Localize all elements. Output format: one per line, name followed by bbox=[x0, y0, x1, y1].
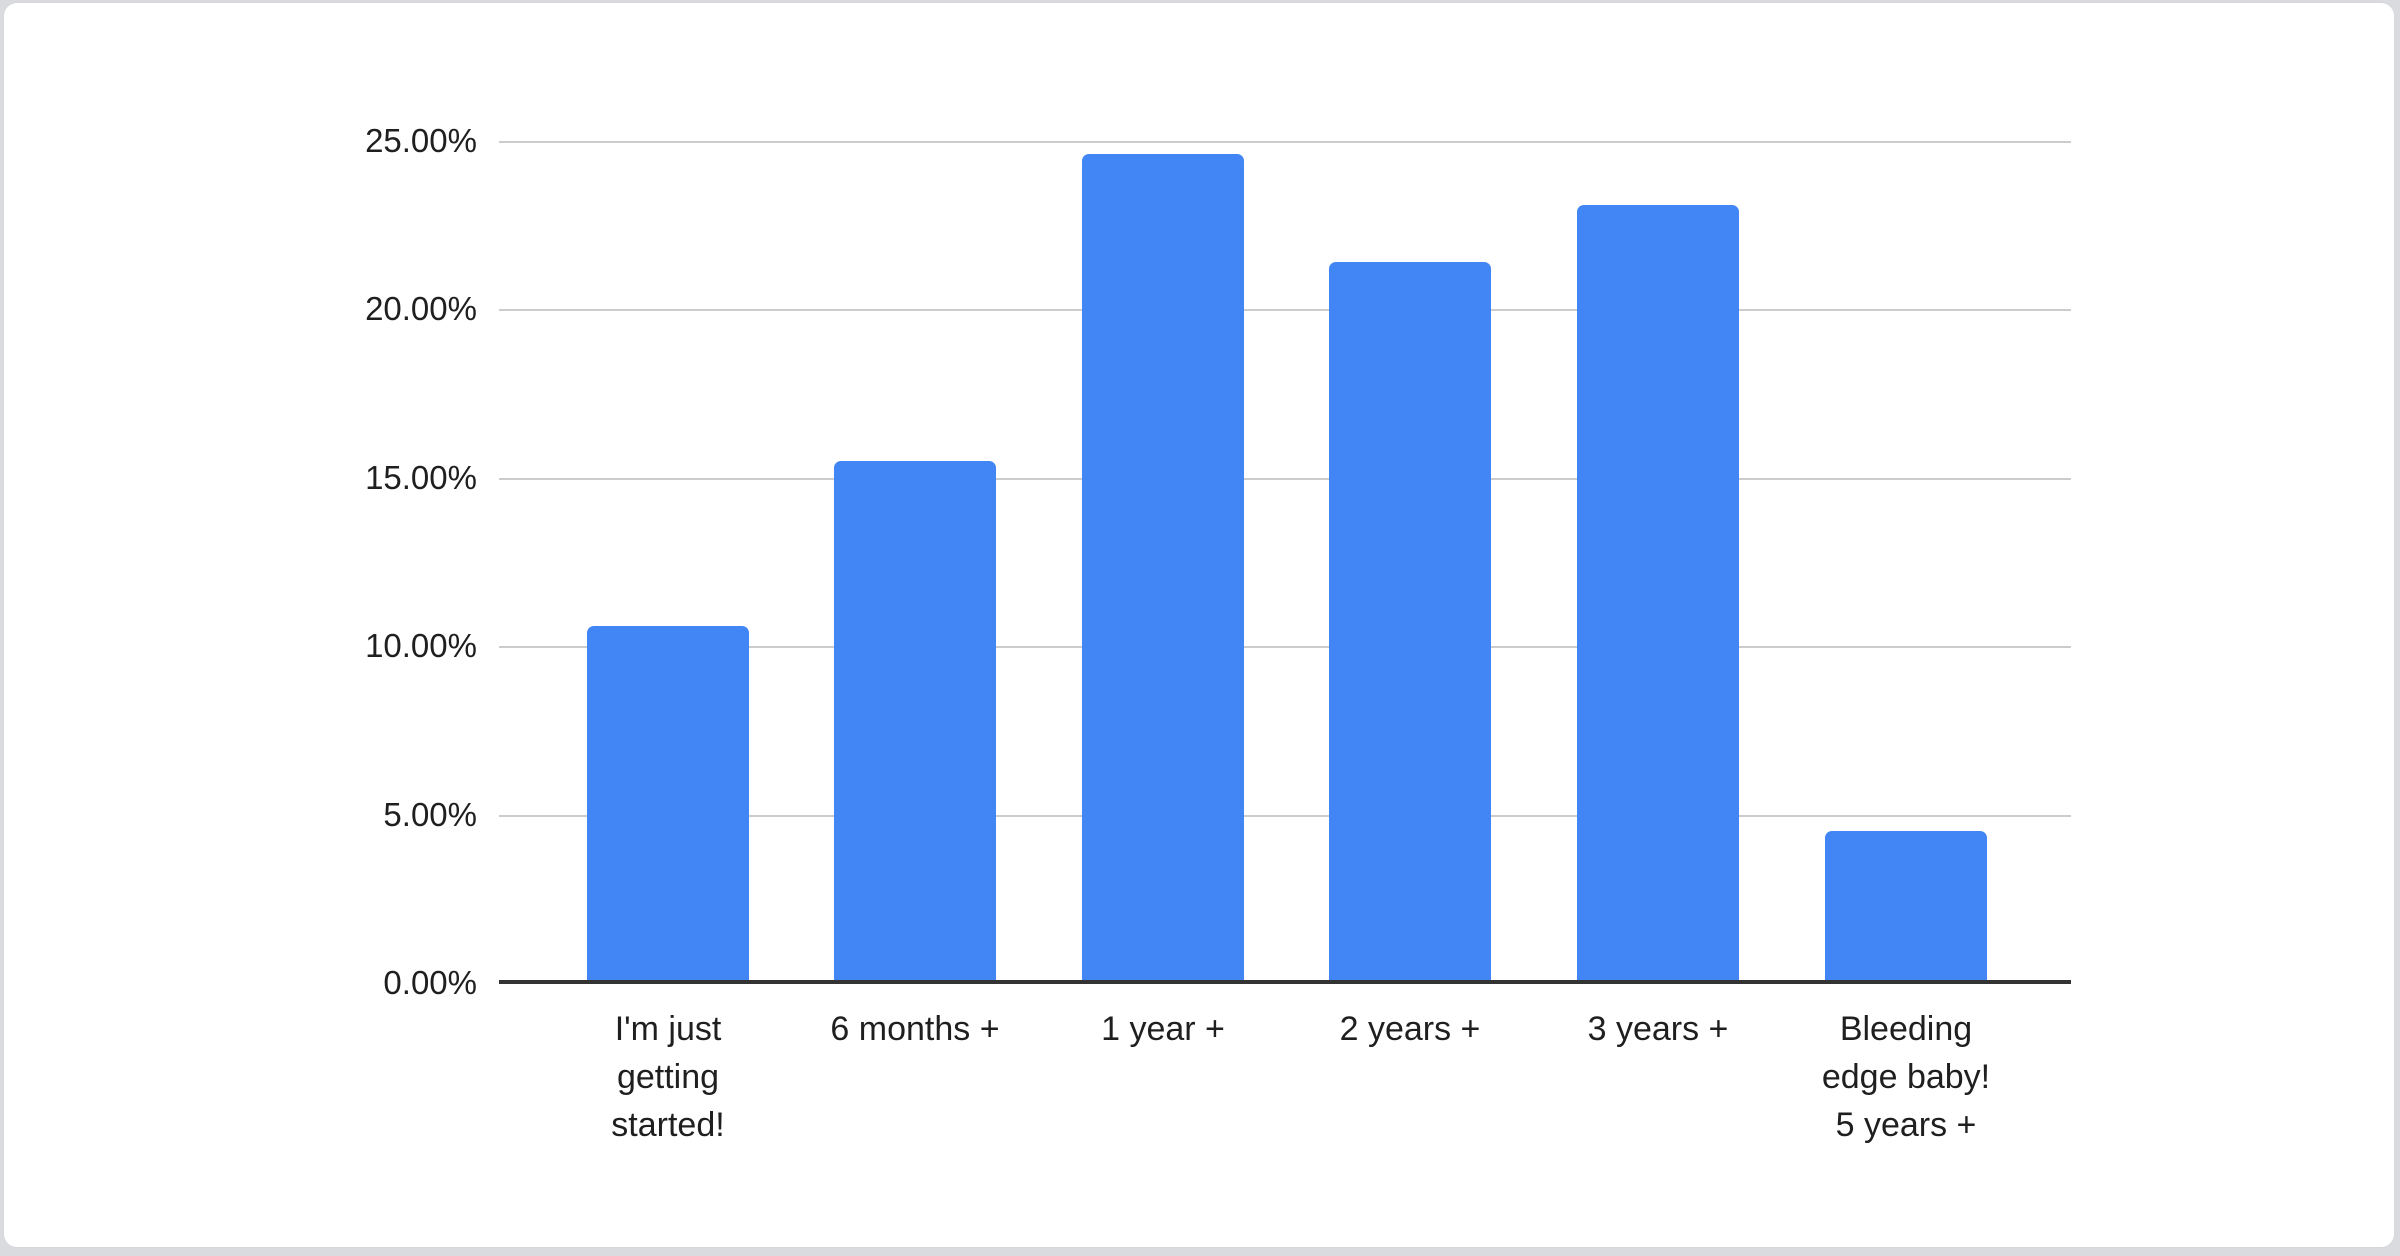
gridline-15-percent bbox=[499, 478, 2071, 480]
bar-4 bbox=[1329, 262, 1491, 983]
gridline-5-percent bbox=[499, 815, 2071, 817]
x-axis-category-label-line: 1 year + bbox=[1101, 1010, 1225, 1048]
y-axis-tick-label: 15.00% bbox=[365, 459, 477, 496]
x-axis-line bbox=[499, 980, 2071, 984]
x-axis-category-label-line: started! bbox=[611, 1106, 725, 1144]
x-axis-category-label-1: I'm just getting started! bbox=[508, 1005, 828, 1149]
y-axis-tick-label: 20.00% bbox=[365, 290, 477, 327]
y-axis-tick-label: 5.00% bbox=[383, 796, 477, 833]
chart-card: 25.00% 20.00% 15.00% 10.00% 5.00% 0.00% … bbox=[3, 2, 2395, 1248]
gridline-20-percent bbox=[499, 309, 2071, 311]
bar-3 bbox=[1082, 154, 1244, 983]
bar-2 bbox=[834, 461, 996, 983]
y-axis-tick-label: 10.00% bbox=[365, 627, 477, 664]
gridline-10-percent bbox=[499, 646, 2071, 648]
x-axis-category-label-5: 3 years + bbox=[1498, 1005, 1818, 1053]
bar-5 bbox=[1577, 205, 1739, 983]
x-axis-category-label-line: 5 years + bbox=[1835, 1106, 1977, 1144]
bar-6 bbox=[1825, 831, 1987, 983]
bar-1 bbox=[587, 626, 749, 983]
x-axis-category-label-line: I'm just bbox=[614, 1010, 722, 1048]
x-axis-category-label-line: 6 months + bbox=[830, 1010, 1000, 1048]
x-axis-category-label-line: 2 years + bbox=[1339, 1010, 1481, 1048]
gridline-25-percent bbox=[499, 141, 2071, 143]
x-axis-category-label-line: 3 years + bbox=[1587, 1010, 1729, 1048]
y-axis-tick-label: 25.00% bbox=[365, 122, 477, 159]
bar-chart-plot-area: 25.00% 20.00% 15.00% 10.00% 5.00% 0.00% … bbox=[365, 122, 2071, 1144]
x-axis-category-label-line: getting bbox=[616, 1058, 720, 1096]
x-axis-category-label-3: 1 year + bbox=[1003, 1005, 1323, 1053]
y-axis-tick-label: 0.00% bbox=[383, 964, 477, 1001]
x-axis-category-label-2: 6 months + bbox=[755, 1005, 1075, 1053]
x-axis-category-label-line: Bleeding bbox=[1839, 1010, 1973, 1048]
x-axis-category-label-line: edge baby! bbox=[1821, 1058, 1991, 1096]
x-axis-category-label-6: Bleeding edge baby! 5 years + bbox=[1746, 1005, 2066, 1149]
x-axis-category-label-4: 2 years + bbox=[1250, 1005, 1570, 1053]
